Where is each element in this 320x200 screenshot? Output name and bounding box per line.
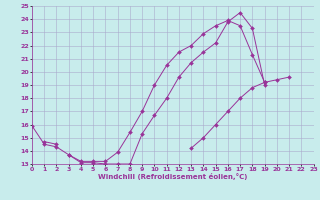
X-axis label: Windchill (Refroidissement éolien,°C): Windchill (Refroidissement éolien,°C): [98, 173, 247, 180]
